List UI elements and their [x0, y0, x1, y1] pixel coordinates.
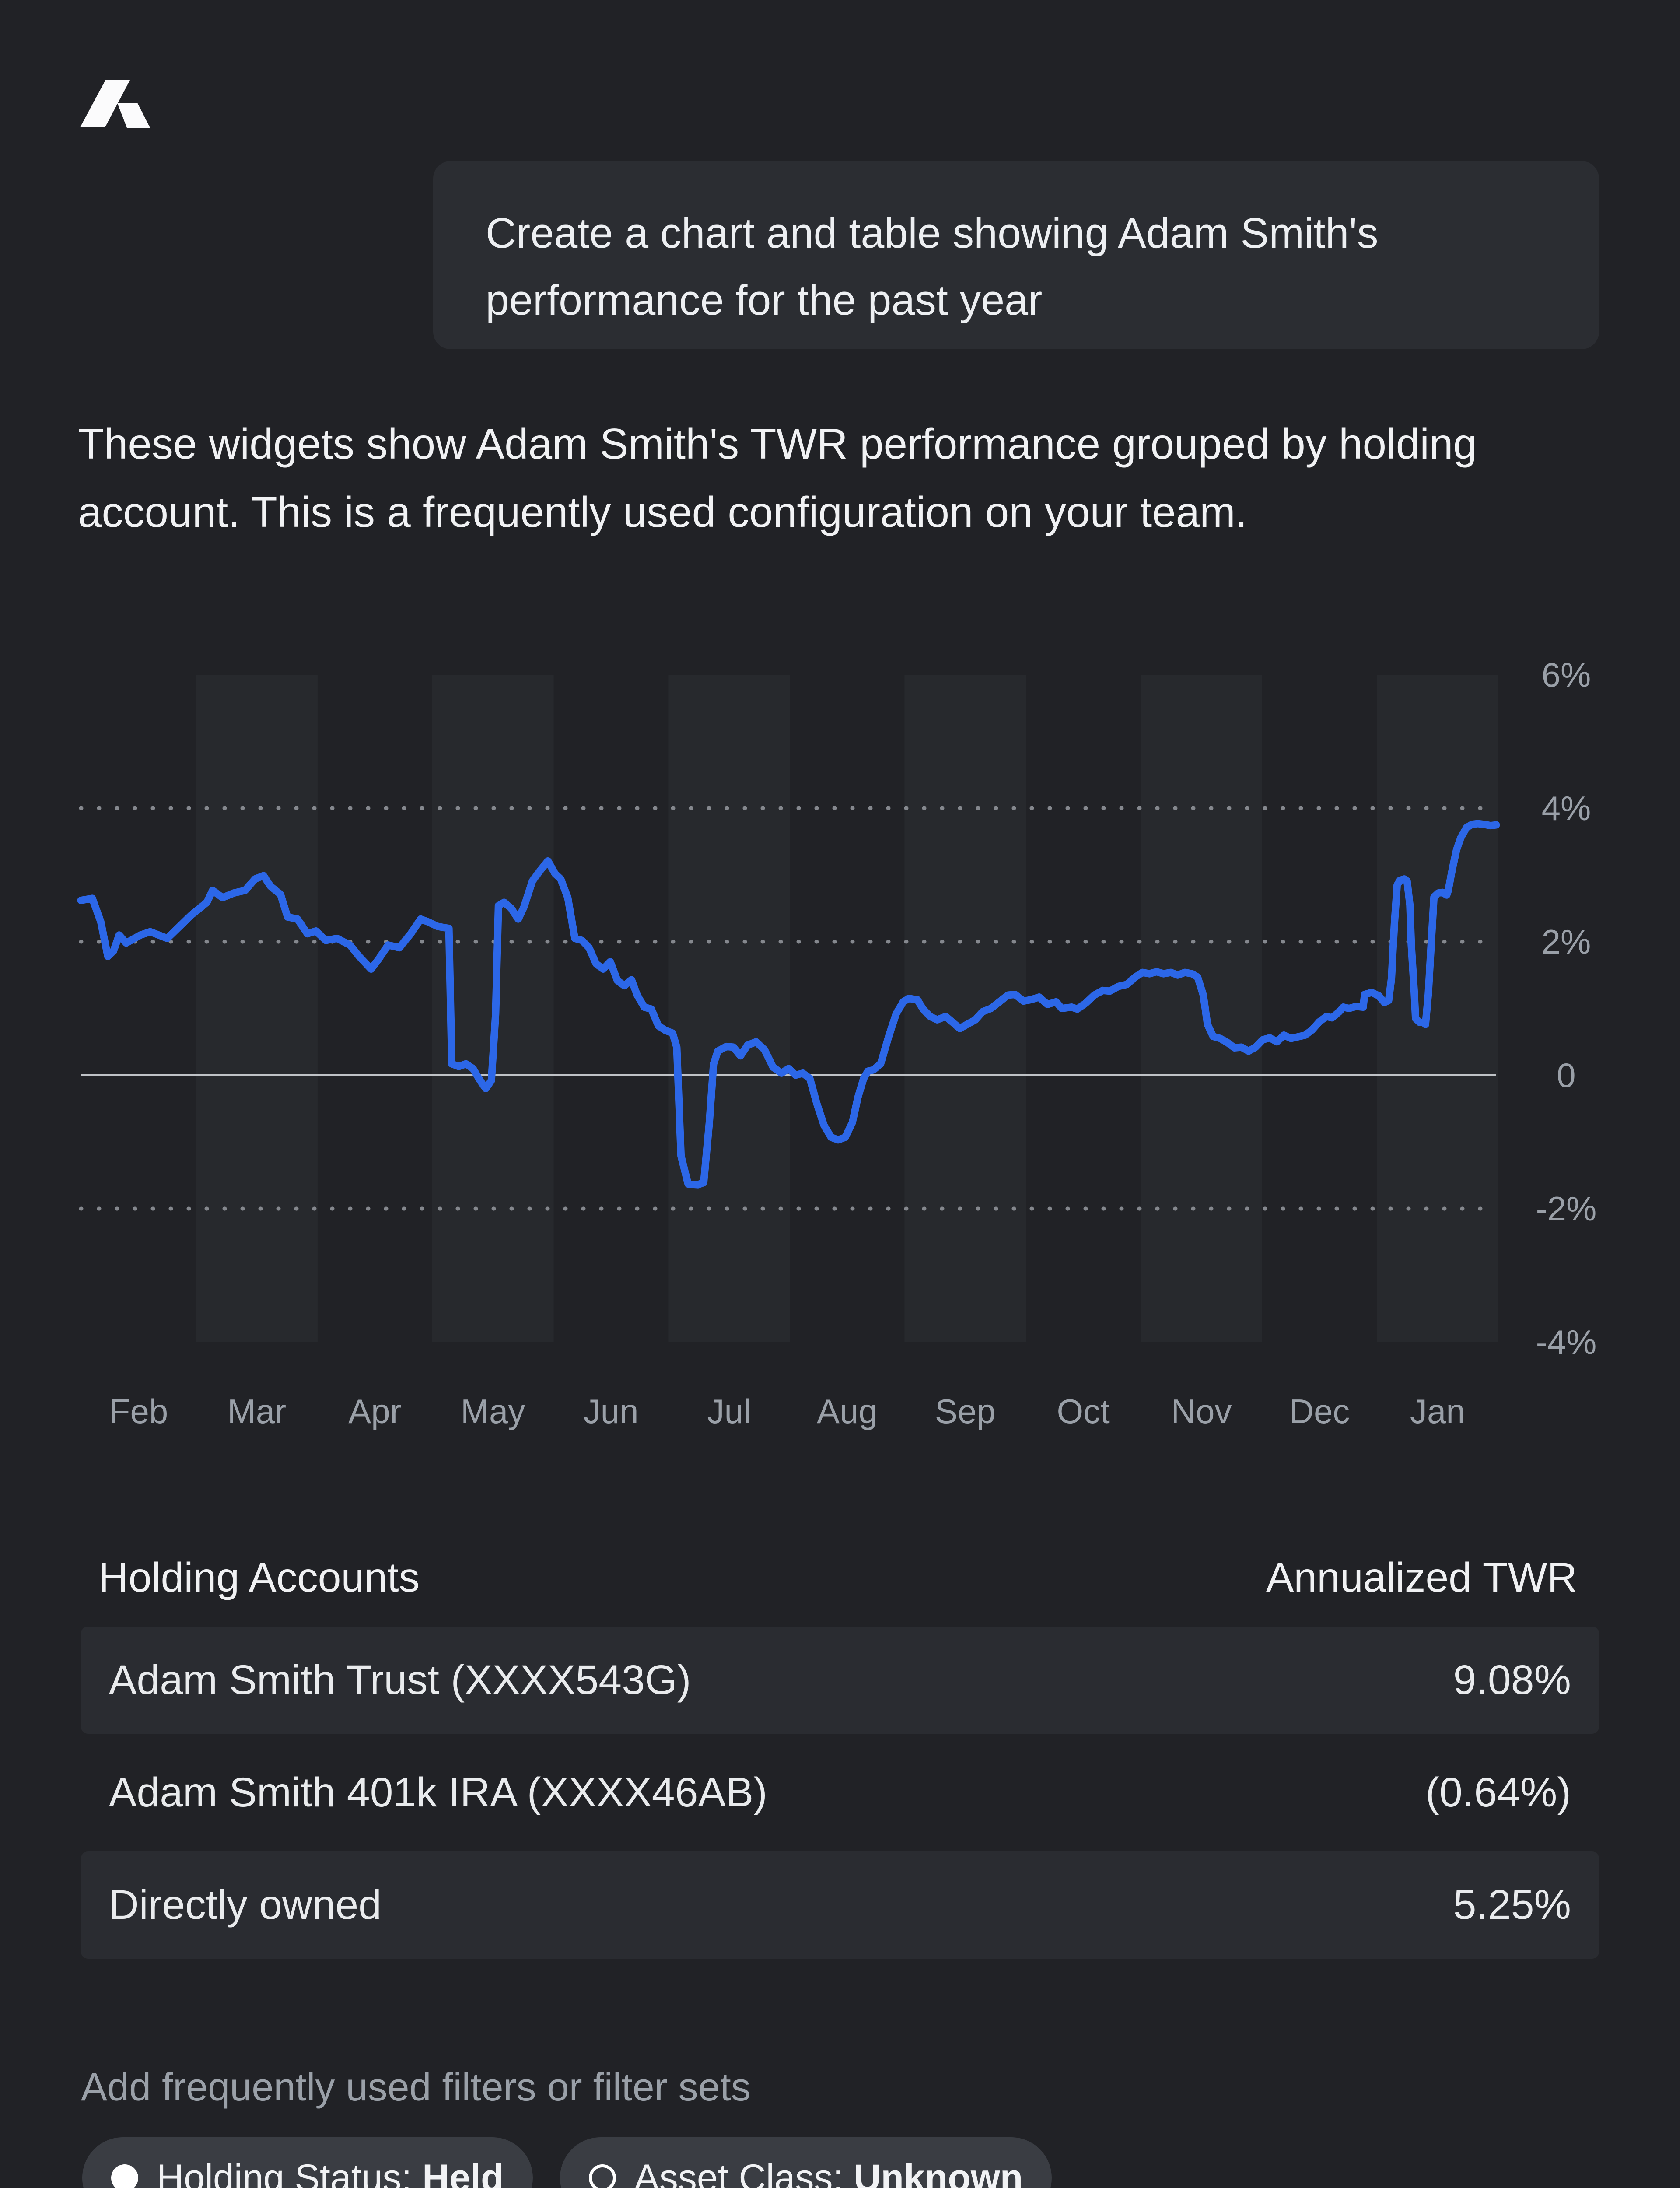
- chip-text: Asset Class: Unknown: [634, 2156, 1023, 2188]
- chip-label: Holding Status:: [157, 2156, 423, 2188]
- chip-label: Asset Class:: [634, 2156, 854, 2188]
- svg-text:4%: 4%: [1542, 789, 1591, 828]
- svg-text:Apr: Apr: [348, 1392, 401, 1431]
- user-message-bubble: Create a chart and table showing Adam Sm…: [433, 161, 1599, 349]
- svg-text:Jun: Jun: [584, 1392, 639, 1431]
- account-name: Adam Smith Trust (XXXX543G): [109, 1657, 691, 1703]
- addepar-logo: [80, 80, 150, 128]
- twr-performance-chart: 6% 4% 2% 0 -2% -4% Feb Mar Apr May Jun Jul Aug Sep Oct…: [77, 656, 1597, 1431]
- filter-chip-asset-class[interactable]: Asset Class: Unknown: [560, 2137, 1052, 2188]
- svg-text:Aug: Aug: [817, 1392, 878, 1431]
- filter-chip-holding-status[interactable]: Holding Status: Held: [82, 2137, 533, 2188]
- addepar-logo-icon: [80, 80, 150, 128]
- svg-text:Oct: Oct: [1057, 1392, 1110, 1431]
- user-message-text: Create a chart and table showing Adam Sm…: [486, 209, 1379, 324]
- svg-text:-2%: -2%: [1536, 1189, 1597, 1228]
- holding-accounts-table: Holding Accounts Annualized TWR Adam Smi…: [81, 1534, 1599, 1959]
- filled-circle-icon: [111, 2164, 138, 2188]
- table-header-twr: Annualized TWR: [1266, 1554, 1577, 1601]
- svg-text:-4%: -4%: [1536, 1323, 1597, 1361]
- filters-section-label: Add frequently used filters or filter se…: [81, 2065, 751, 2109]
- svg-text:Jul: Jul: [707, 1392, 751, 1431]
- svg-text:6%: 6%: [1542, 656, 1591, 694]
- svg-text:Dec: Dec: [1289, 1392, 1350, 1431]
- table-header-accounts: Holding Accounts: [98, 1554, 420, 1601]
- assistant-response-text: These widgets show Adam Smith's TWR perf…: [78, 420, 1477, 536]
- filter-chips: Holding Status: Held Asset Class: Unknow…: [82, 2137, 1052, 2188]
- svg-text:2%: 2%: [1542, 922, 1591, 961]
- svg-text:Jan: Jan: [1410, 1392, 1465, 1431]
- chip-text: Holding Status: Held: [157, 2156, 504, 2188]
- svg-text:Sep: Sep: [935, 1392, 996, 1431]
- svg-text:Mar: Mar: [228, 1392, 286, 1431]
- table-row: Adam Smith 401k IRA (XXXX46AB) (0.64%): [81, 1739, 1599, 1846]
- account-twr: 5.25%: [1453, 1882, 1571, 1928]
- chip-value: Unknown: [854, 2156, 1023, 2188]
- account-twr: (0.64%): [1425, 1769, 1571, 1816]
- table-header-row: Holding Accounts Annualized TWR: [81, 1534, 1599, 1621]
- svg-text:Feb: Feb: [109, 1392, 168, 1431]
- svg-text:May: May: [461, 1392, 525, 1431]
- account-twr: 9.08%: [1453, 1657, 1571, 1703]
- chip-value: Held: [422, 2156, 504, 2188]
- table-row: Directly owned 5.25%: [81, 1851, 1599, 1959]
- svg-text:0: 0: [1557, 1056, 1575, 1094]
- table-row: Adam Smith Trust (XXXX543G) 9.08%: [81, 1627, 1599, 1734]
- account-name: Directly owned: [109, 1882, 382, 1928]
- hollow-circle-icon: [588, 2164, 616, 2188]
- account-name: Adam Smith 401k IRA (XXXX46AB): [109, 1769, 767, 1816]
- svg-text:Nov: Nov: [1171, 1392, 1232, 1431]
